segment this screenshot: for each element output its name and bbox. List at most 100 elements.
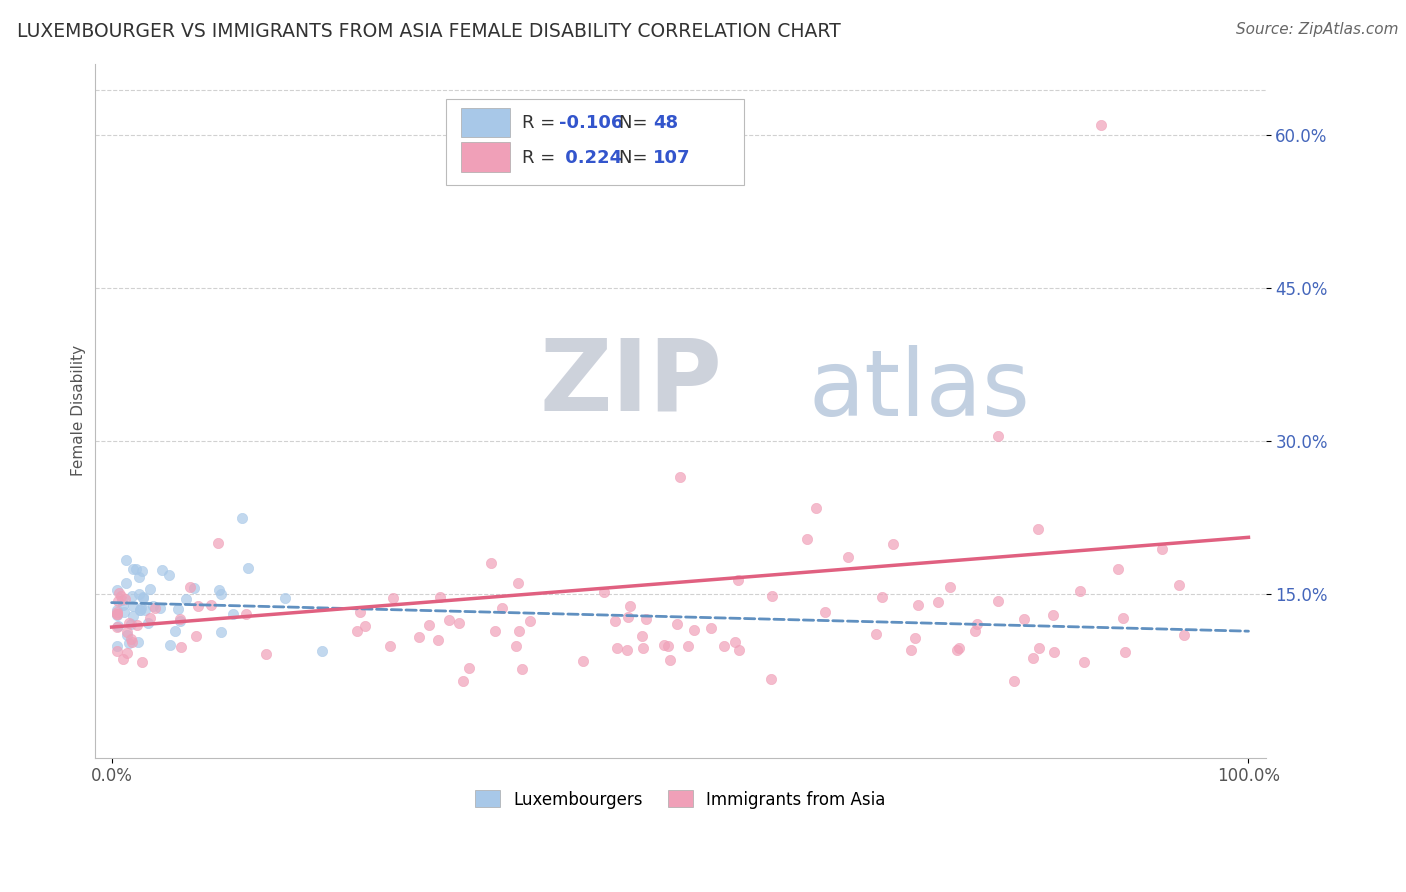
Point bbox=[149, 601, 172, 615]
Point bbox=[987, 594, 1010, 608]
Point bbox=[128, 587, 150, 601]
Point bbox=[138, 611, 160, 625]
Point bbox=[112, 605, 135, 619]
Point bbox=[378, 640, 401, 654]
Point bbox=[603, 614, 626, 628]
Point bbox=[134, 603, 156, 617]
Point bbox=[105, 607, 128, 622]
Point bbox=[139, 582, 162, 596]
FancyBboxPatch shape bbox=[461, 143, 510, 171]
Point bbox=[927, 595, 949, 609]
Point bbox=[987, 429, 1010, 443]
Point bbox=[129, 601, 152, 615]
Point bbox=[105, 603, 128, 617]
Point bbox=[619, 599, 641, 613]
Point bbox=[1173, 628, 1195, 642]
Point bbox=[713, 640, 735, 654]
Point bbox=[939, 580, 962, 594]
Point bbox=[616, 643, 638, 657]
Point bbox=[108, 586, 131, 600]
Point bbox=[114, 592, 136, 607]
Point bbox=[676, 640, 699, 654]
Point bbox=[669, 470, 692, 484]
Point bbox=[761, 672, 783, 686]
Point bbox=[183, 581, 205, 595]
Point bbox=[659, 653, 682, 667]
Point bbox=[142, 599, 165, 613]
Point bbox=[105, 605, 128, 619]
Point bbox=[121, 609, 143, 624]
Point bbox=[865, 627, 887, 641]
Point bbox=[118, 636, 141, 650]
Text: Source: ZipAtlas.com: Source: ZipAtlas.com bbox=[1236, 22, 1399, 37]
Point bbox=[150, 563, 173, 577]
Point bbox=[1026, 522, 1049, 536]
Point bbox=[631, 640, 654, 655]
Point bbox=[111, 651, 134, 665]
Point bbox=[121, 589, 143, 603]
Point bbox=[451, 674, 474, 689]
Point bbox=[966, 617, 988, 632]
Point bbox=[209, 587, 232, 601]
Text: 48: 48 bbox=[654, 114, 678, 132]
Point bbox=[207, 536, 229, 550]
Point bbox=[236, 561, 259, 575]
Point bbox=[346, 624, 368, 638]
Text: N=: N= bbox=[619, 114, 654, 132]
Text: 0.224: 0.224 bbox=[560, 149, 623, 167]
Point bbox=[128, 603, 150, 617]
Point bbox=[510, 662, 533, 676]
Text: ZIP: ZIP bbox=[540, 334, 723, 432]
Y-axis label: Female Disability: Female Disability bbox=[72, 345, 86, 476]
Point bbox=[1107, 562, 1129, 576]
Point bbox=[311, 643, 333, 657]
Point bbox=[179, 580, 201, 594]
Point bbox=[682, 624, 704, 638]
Point bbox=[117, 646, 139, 660]
Point bbox=[186, 629, 208, 643]
Point bbox=[159, 638, 181, 652]
Legend: Luxembourgers, Immigrants from Asia: Luxembourgers, Immigrants from Asia bbox=[468, 784, 891, 815]
Point bbox=[1002, 674, 1025, 689]
Point bbox=[418, 618, 440, 632]
Point bbox=[209, 625, 232, 640]
Point bbox=[1028, 641, 1050, 656]
Point bbox=[479, 556, 502, 570]
Point bbox=[274, 591, 297, 606]
Point bbox=[167, 601, 190, 615]
Point bbox=[174, 591, 197, 606]
Point bbox=[111, 598, 134, 612]
Point bbox=[115, 575, 138, 590]
Point bbox=[508, 624, 530, 639]
Point bbox=[948, 640, 970, 655]
Point bbox=[381, 591, 404, 606]
Point bbox=[111, 593, 134, 607]
Point bbox=[657, 640, 679, 654]
Point bbox=[1043, 645, 1066, 659]
Point bbox=[571, 654, 593, 668]
Point bbox=[761, 589, 783, 603]
Point bbox=[121, 562, 143, 576]
Point bbox=[170, 640, 193, 655]
Point bbox=[105, 644, 128, 658]
Point bbox=[837, 549, 859, 564]
Point bbox=[1114, 645, 1136, 659]
Point bbox=[904, 631, 927, 645]
FancyBboxPatch shape bbox=[461, 108, 510, 136]
Point bbox=[700, 621, 723, 635]
Point bbox=[429, 590, 451, 604]
Point bbox=[728, 643, 751, 657]
Point bbox=[652, 638, 675, 652]
Point bbox=[143, 601, 166, 615]
Point bbox=[127, 634, 149, 648]
Point bbox=[107, 594, 129, 608]
Point bbox=[724, 634, 747, 648]
Point bbox=[519, 615, 541, 629]
Point bbox=[131, 655, 153, 669]
Point bbox=[882, 537, 904, 551]
Point bbox=[110, 589, 132, 603]
Point bbox=[187, 599, 209, 613]
Point bbox=[105, 639, 128, 653]
Point bbox=[231, 511, 253, 525]
Point bbox=[1069, 583, 1091, 598]
